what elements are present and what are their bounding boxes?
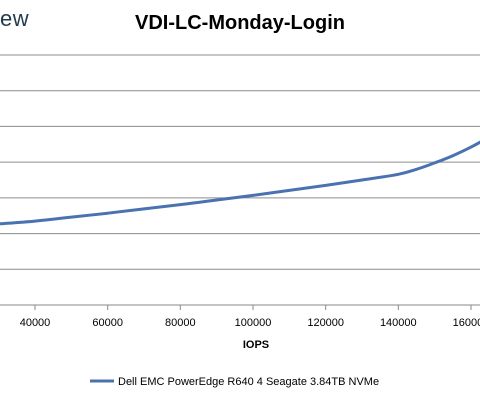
- logo-text: ew: [0, 6, 30, 31]
- x-axis-title: IOPS: [243, 339, 269, 351]
- x-tick-label: 60000: [92, 317, 123, 329]
- x-tick-label: 100000: [235, 317, 272, 329]
- series-line: [0, 140, 480, 226]
- legend-label: Dell EMC PowerEdge R640 4 Seagate 3.84TB…: [118, 376, 379, 388]
- gridlines: [0, 54, 480, 306]
- x-tick-label: 80000: [165, 317, 196, 329]
- legend: Dell EMC PowerEdge R640 4 Seagate 3.84TB…: [90, 376, 379, 388]
- x-tick-labels: 40000 60000 80000 100000 120000 140000 160000: [20, 305, 480, 329]
- x-tick-label: 40000: [20, 317, 51, 329]
- x-tick-label: 140000: [380, 317, 417, 329]
- series-layer: [0, 140, 480, 226]
- x-tick-label: 160000: [453, 317, 480, 329]
- x-tick-label: 120000: [307, 317, 344, 329]
- chart-title: VDI-LC-Monday-Login: [135, 12, 345, 34]
